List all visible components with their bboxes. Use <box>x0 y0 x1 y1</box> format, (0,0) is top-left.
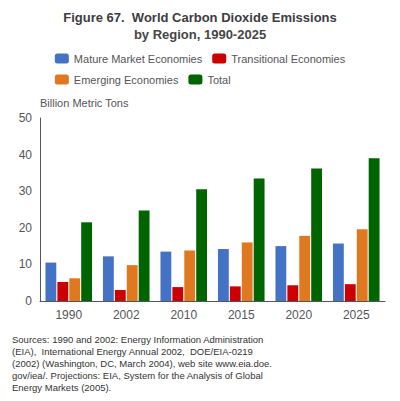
svg-text:40: 40 <box>19 148 33 162</box>
svg-text:2010: 2010 <box>170 308 197 322</box>
svg-text:gov/iea/. Projections: EIA, Sy: gov/iea/. Projections: EIA, System for t… <box>12 370 263 381</box>
svg-text:Mature Market Economies: Mature Market Economies <box>74 53 203 65</box>
svg-text:2020: 2020 <box>285 308 312 322</box>
svg-text:Transitional Economies: Transitional Economies <box>231 53 345 65</box>
svg-text:50: 50 <box>19 111 33 125</box>
svg-text:30: 30 <box>19 184 33 198</box>
svg-text:2015: 2015 <box>228 308 255 322</box>
svg-text:1990: 1990 <box>55 308 82 322</box>
svg-text:Figure 67. World Carbon Dioxi: Figure 67. World Carbon Dioxide Emission… <box>63 10 337 25</box>
svg-text:Billion Metric Tons: Billion Metric Tons <box>40 97 129 109</box>
svg-text:Energy Markets (2005).: Energy Markets (2005). <box>12 382 111 393</box>
svg-text:Sources: 1990 and 2002: Energy: Sources: 1990 and 2002: Energy Informati… <box>12 334 263 345</box>
svg-text:Total: Total <box>207 74 230 86</box>
svg-text:2025: 2025 <box>343 308 370 322</box>
svg-text:0: 0 <box>25 294 32 308</box>
svg-text:10: 10 <box>19 257 33 271</box>
svg-text:(2002) (Washington, DC, March: (2002) (Washington, DC, March 2004), web… <box>12 358 272 369</box>
svg-text:20: 20 <box>19 221 33 235</box>
svg-text:2002: 2002 <box>113 308 140 322</box>
svg-text:Emerging Economies: Emerging Economies <box>74 74 179 86</box>
svg-text:(EIA), International Energy A: (EIA), International Energy Annual 2002,… <box>12 346 253 357</box>
svg-text:by Region, 1990-2025: by Region, 1990-2025 <box>134 27 266 42</box>
